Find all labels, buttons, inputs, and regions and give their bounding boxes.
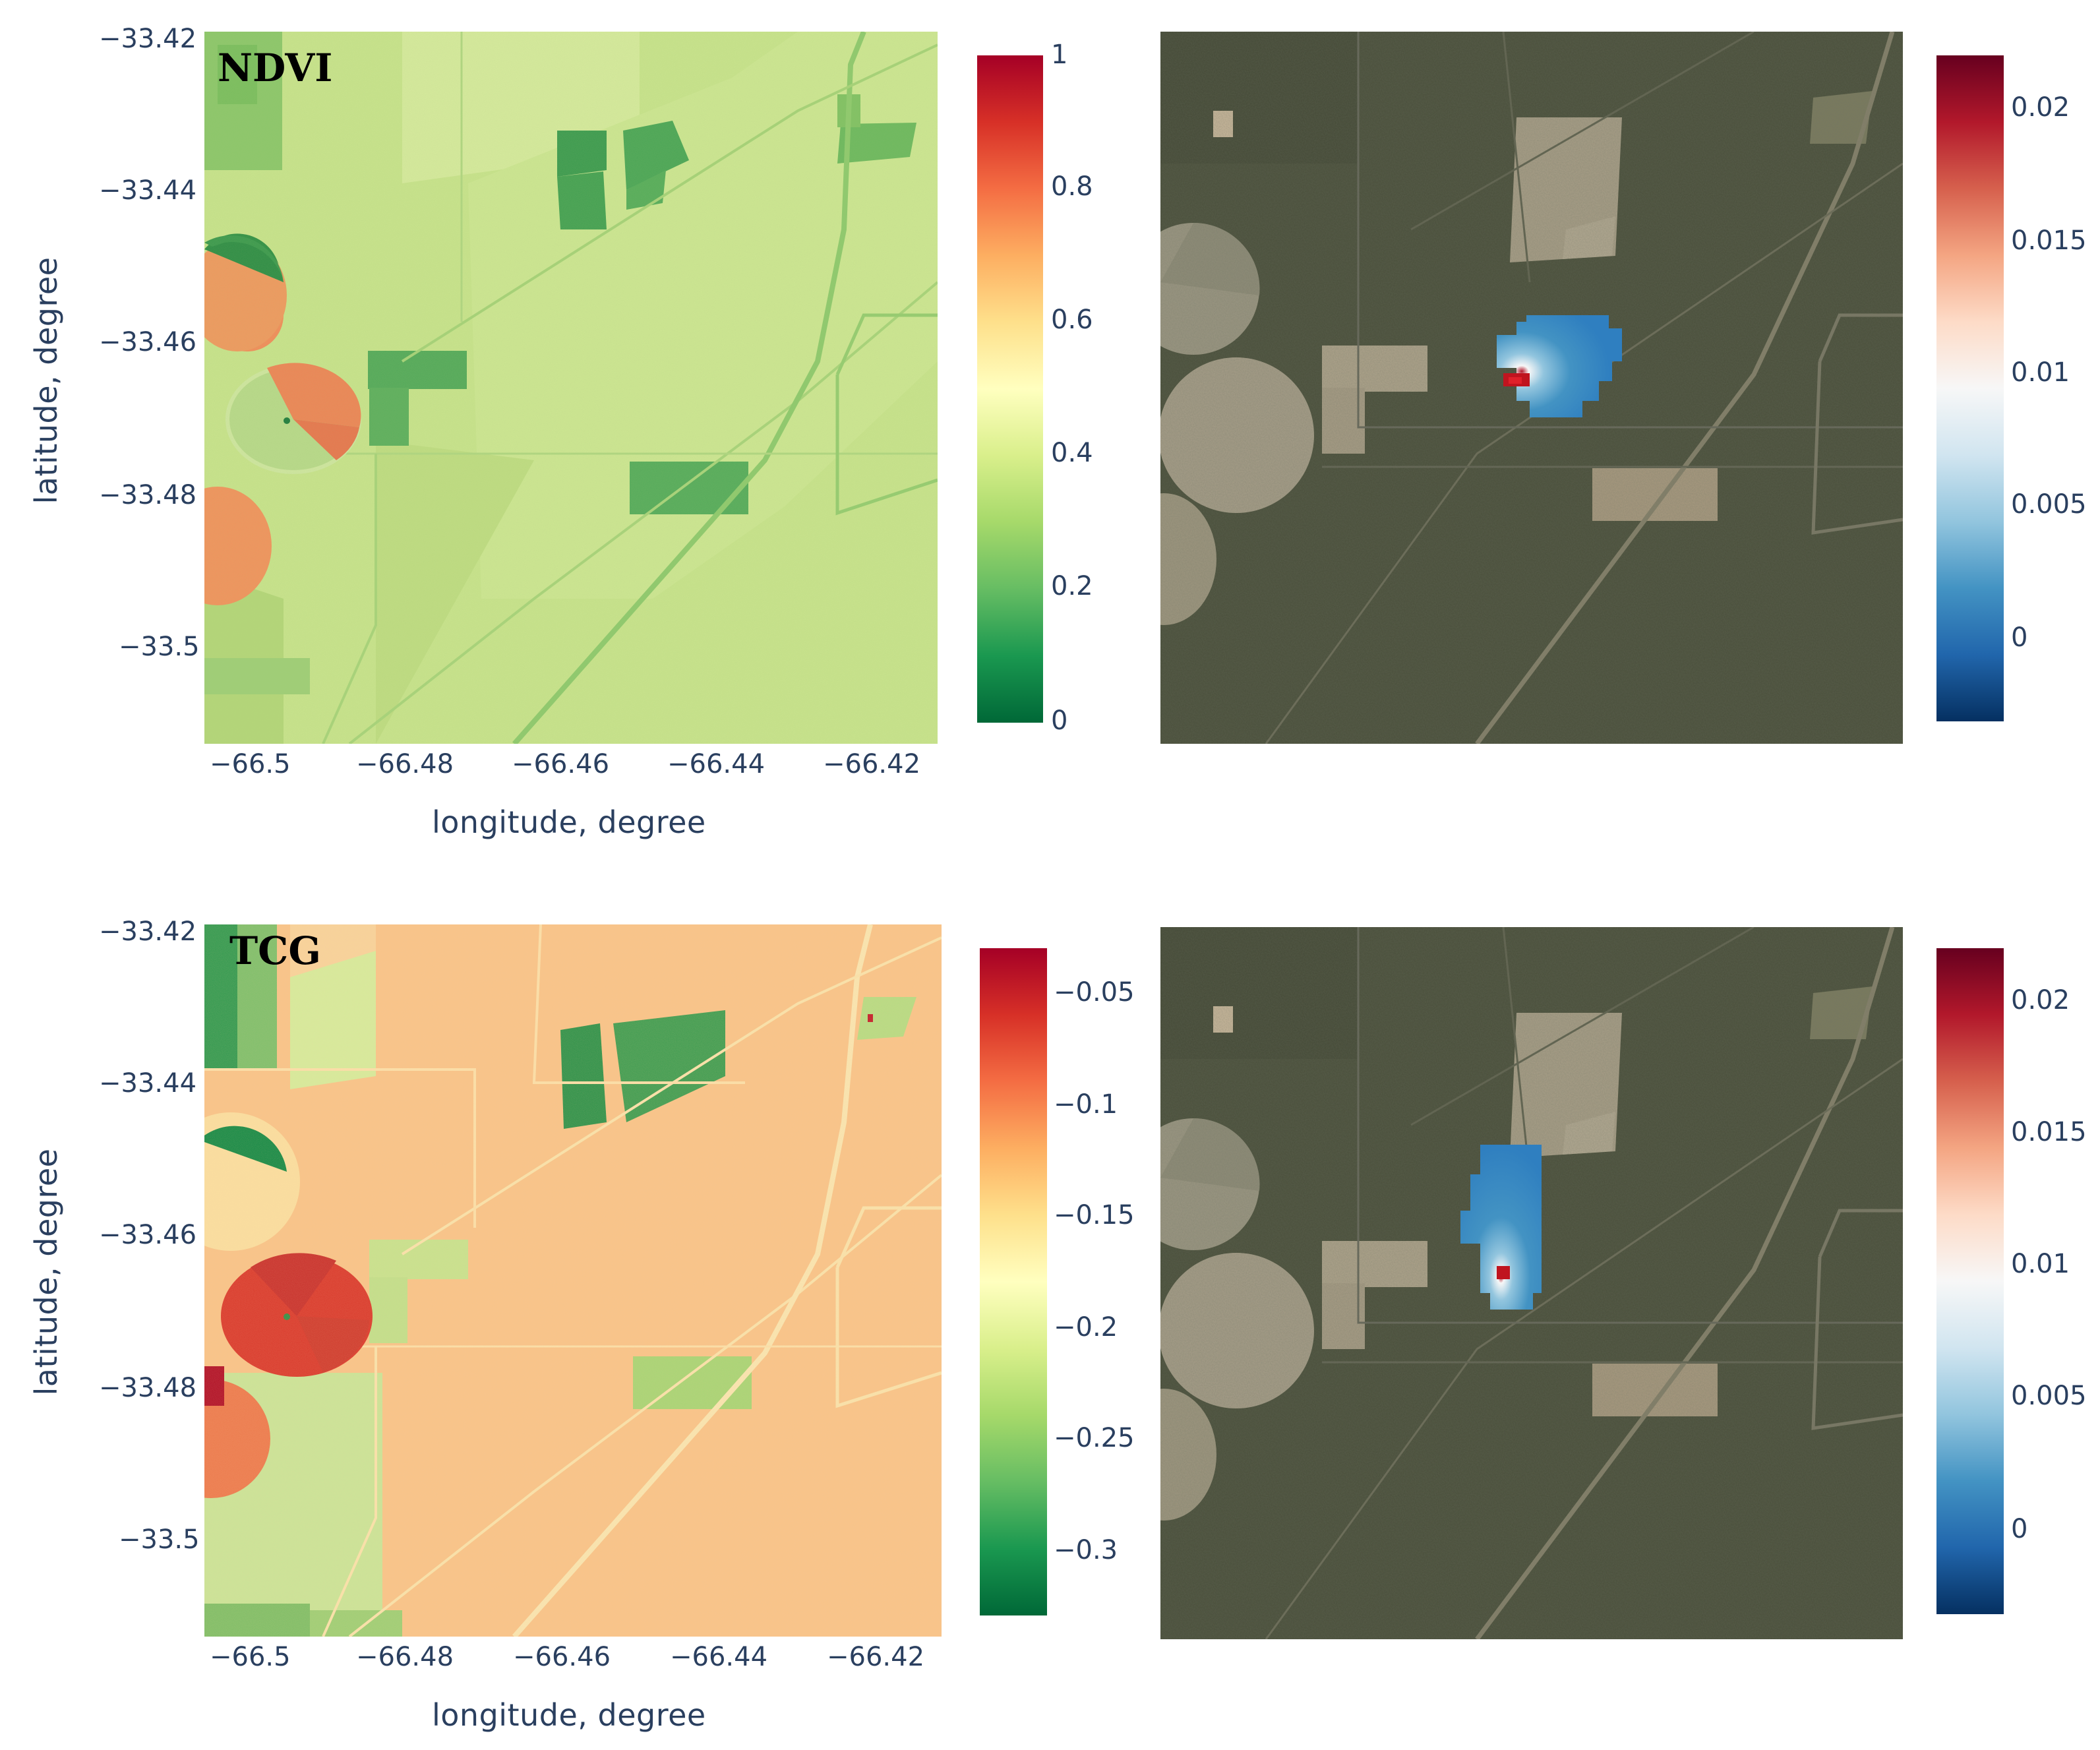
tcg-x-tick: −66.48 [356,1642,454,1672]
tcg-y-axis-title: latitude, degree [28,1148,64,1396]
rdbu-colorbar-bottom [1936,948,2004,1614]
tcg-panel-label: TCG [229,928,321,973]
ndvi-colorbar-tick: 0.2 [1051,571,1093,601]
tcg-x-axis-title: longitude, degree [432,1697,706,1733]
rdbu-colorbar-tick: 0.005 [2011,489,2087,520]
rdbu-colorbar-tick: 0.015 [2011,1117,2087,1147]
rdbu-colorbar-tick: 0 [2011,622,2028,653]
tcg-x-tick: −66.42 [827,1642,925,1672]
ndvi-colorbar-tick: 0.8 [1051,171,1093,202]
satellite-map-top [1160,32,1903,744]
ndvi-y-tick: −33.46 [99,327,197,357]
colorbar-gradient [980,948,1047,1615]
rdbu-colorbar-tick: 0.02 [2011,92,2070,123]
tcg-colorbar-tick: −0.1 [1054,1089,1118,1120]
tcg-colorbar-tick: −0.05 [1054,977,1135,1008]
ndvi-panel: latitude, degree −33.42 −33.44 −33.46 −3… [0,0,1134,857]
tcg-colorbar-tick: −0.2 [1054,1312,1118,1343]
rdbu-colorbar-top [1936,55,2004,721]
ndvi-x-tick: −66.44 [667,749,765,779]
rdbu-colorbar-tick: 0.02 [2011,985,2070,1015]
satellite-map-bottom [1160,927,1903,1639]
tcg-x-tick: −66.44 [670,1642,768,1672]
rdbu-colorbar-tick: 0 [2011,1514,2028,1544]
tcg-y-tick: −33.5 [119,1524,200,1555]
ndvi-x-tick: −66.48 [356,749,454,779]
ndvi-colorbar-tick: 1 [1051,40,1068,70]
ndvi-colorbar [977,55,1043,723]
tcg-colorbar [980,948,1047,1615]
ndvi-y-tick: −33.48 [99,480,197,510]
rdbu-colorbar-tick: 0.01 [2011,1249,2070,1279]
colorbar-gradient [1936,948,2004,1614]
ndvi-y-tick: −33.44 [99,175,197,206]
rdbu-colorbar-tick: 0.015 [2011,226,2087,256]
colorbar-gradient [1936,55,2004,721]
tcg-y-tick: −33.48 [99,1373,197,1403]
hotspot-peak [1497,1266,1510,1279]
ndvi-colorbar-tick: 0 [1051,706,1068,736]
tcg-heatmap: TCG [204,924,942,1637]
hotspot-panel-top: 0.02 0.015 0.01 0.005 0 [1134,0,2100,857]
ndvi-y-axis-title: latitude, degree [28,256,64,504]
tcg-y-tick: −33.44 [99,1068,197,1099]
ndvi-y-tick: −33.42 [99,24,197,54]
ndvi-heatmap: NDVI [204,32,938,744]
tcg-panel: latitude, degree −33.42 −33.44 −33.46 −3… [0,893,1135,1750]
ndvi-x-tick: −66.5 [210,749,291,779]
ndvi-x-tick: −66.42 [823,749,921,779]
colorbar-gradient [977,55,1043,723]
tcg-x-tick: −66.46 [513,1642,611,1672]
tcg-colorbar-tick: −0.3 [1054,1535,1118,1565]
tcg-x-tick: −66.5 [210,1642,291,1672]
ndvi-colorbar-tick: 0.6 [1051,305,1093,335]
tcg-y-tick: −33.46 [99,1220,197,1250]
tcg-colorbar-tick: −0.15 [1054,1200,1135,1230]
hotspot-blob [1460,1145,1542,1310]
ndvi-x-axis-title: longitude, degree [432,804,706,840]
ndvi-y-tick: −33.5 [119,632,200,662]
ndvi-panel-label: NDVI [218,45,332,90]
hotspot-panel-bottom: 0.02 0.015 0.01 0.005 0 [1134,893,2100,1750]
hotspot-blob [1497,315,1622,417]
tcg-colorbar-tick: −0.25 [1054,1423,1135,1453]
rdbu-colorbar-tick: 0.01 [2011,357,2070,388]
rdbu-colorbar-tick: 0.005 [2011,1381,2087,1411]
ndvi-x-tick: −66.46 [512,749,610,779]
ndvi-colorbar-tick: 0.4 [1051,438,1093,468]
tcg-y-tick: −33.42 [99,917,197,947]
hotspot-peak [1509,377,1522,384]
